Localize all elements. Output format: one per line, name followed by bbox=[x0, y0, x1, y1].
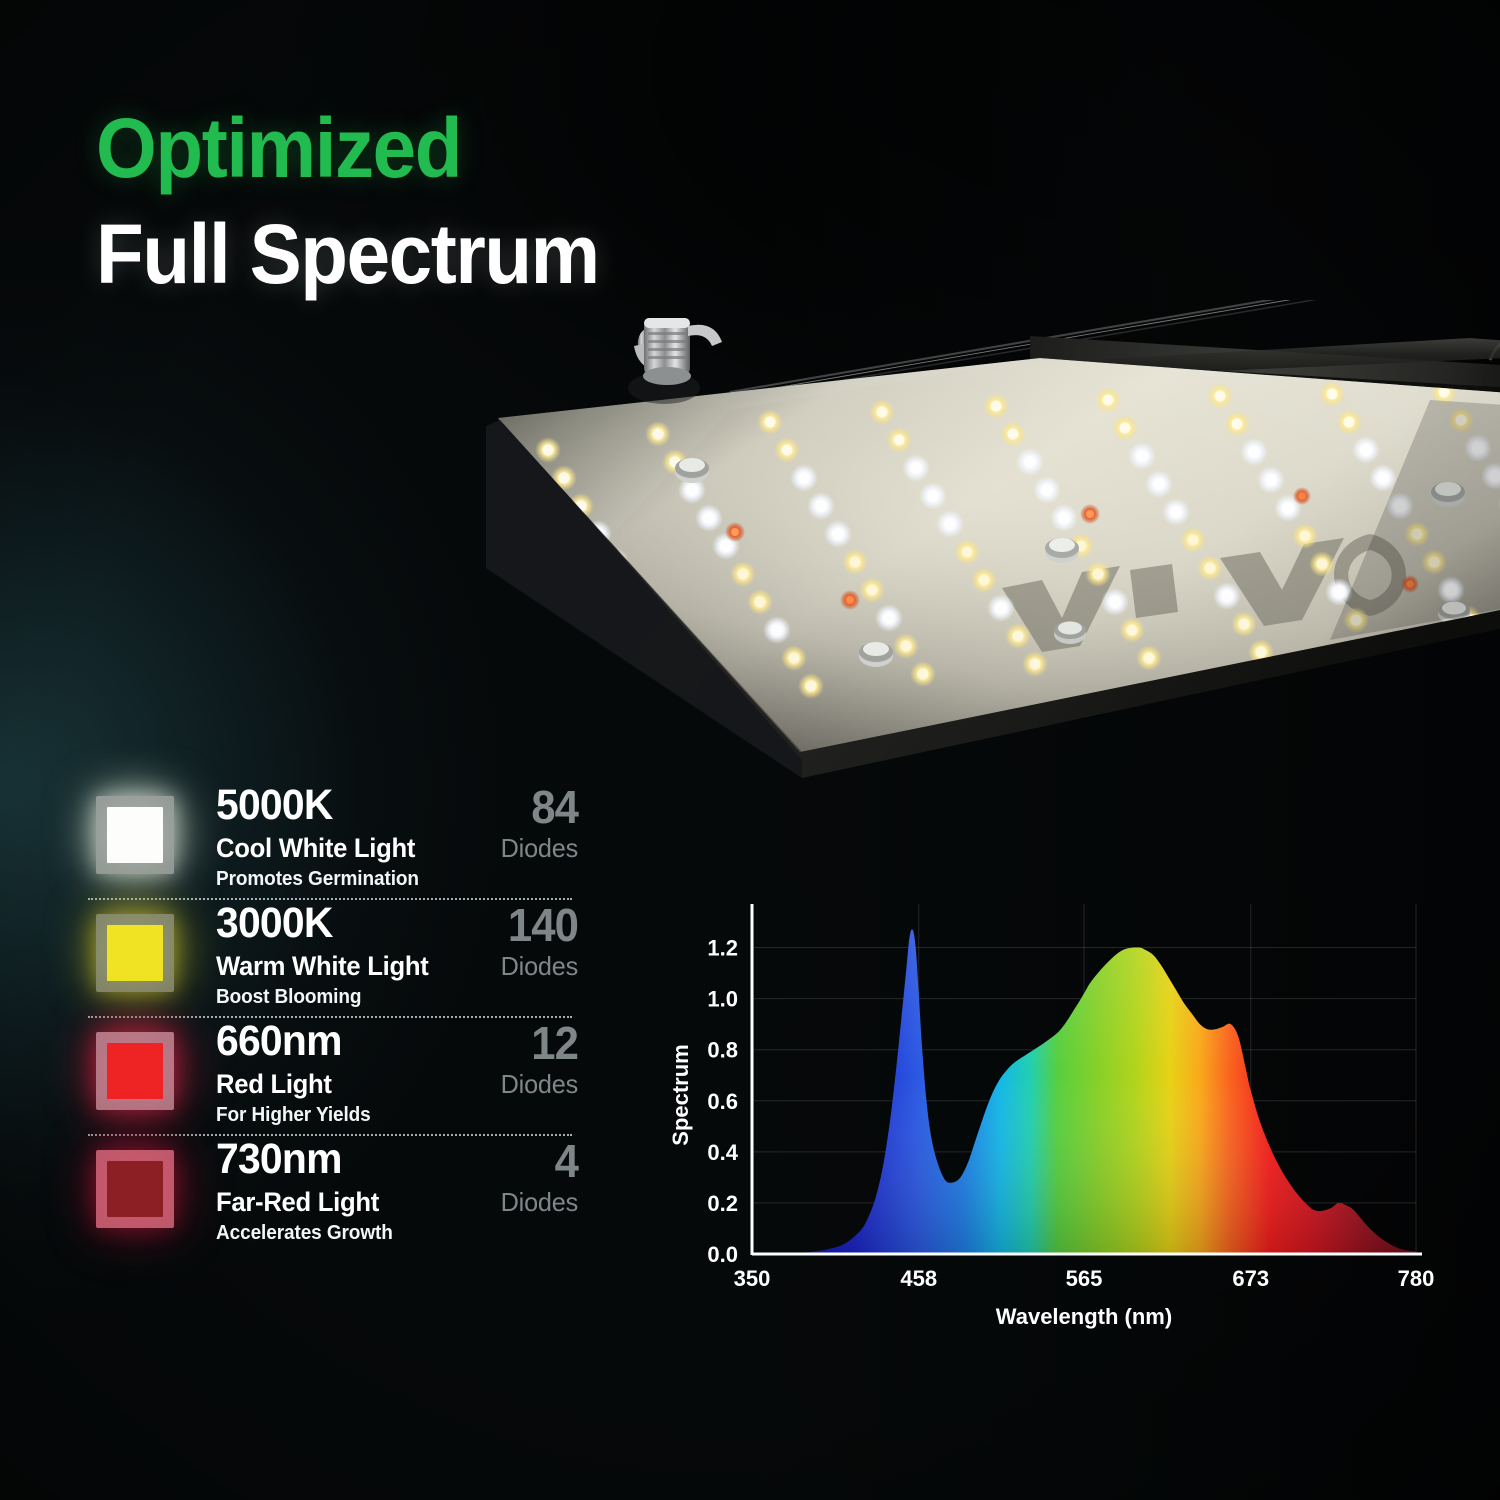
x-tick-label: 565 bbox=[1066, 1266, 1103, 1291]
y-tick-label: 1.2 bbox=[707, 936, 738, 961]
diode-count: 140 bbox=[507, 899, 579, 951]
legend-benefit: Accelerates Growth bbox=[216, 1221, 393, 1244]
spectrum-chart: 0.0 0.2 0.4 0.6 0.8 1.0 1.2 350 458 565 673 780 Wav… bbox=[660, 880, 1460, 1360]
chart-xlabel: Wavelength (nm) bbox=[996, 1304, 1172, 1329]
panel-heat-rails bbox=[1090, 338, 1500, 376]
legend-count-3000k: 140 Diodes bbox=[460, 900, 580, 982]
x-tick-label: 780 bbox=[1398, 1266, 1435, 1291]
legend-spec: 730nm bbox=[216, 1135, 342, 1183]
legend-count-730nm: 4 Diodes bbox=[460, 1136, 580, 1218]
diode-count: 84 bbox=[531, 781, 579, 833]
red-swatch-icon bbox=[96, 1032, 174, 1110]
legend-row-5000k: 5000K Cool White Light Promotes Germinat… bbox=[74, 774, 580, 902]
legend-divider-1 bbox=[88, 898, 572, 900]
headline-line-2: Full Spectrum bbox=[96, 206, 600, 301]
legend-text-3000k: 3000K Warm White Light Boost Blooming bbox=[196, 900, 460, 1009]
legend-row-3000k: 3000K Warm White Light Boost Blooming 14… bbox=[74, 892, 580, 1020]
center-hanging-hook bbox=[628, 318, 722, 404]
diode-count: 12 bbox=[531, 1017, 579, 1069]
y-tick-label: 0.8 bbox=[707, 1038, 738, 1063]
chart-spectrum-area bbox=[752, 929, 1416, 1255]
grow-light-panel-image bbox=[430, 300, 1500, 860]
panel-screws bbox=[675, 458, 1470, 667]
swatch-660nm-wrap bbox=[74, 1010, 206, 1138]
x-tick-label: 673 bbox=[1232, 1266, 1269, 1291]
legend-row-730nm: 730nm Far-Red Light Accelerates Growth 4… bbox=[74, 1128, 580, 1256]
panel-diode-face bbox=[498, 358, 1500, 752]
x-tick-label: 350 bbox=[734, 1266, 771, 1291]
cool-white-swatch-icon bbox=[96, 796, 174, 874]
swatch-3000k-wrap bbox=[74, 892, 206, 1020]
legend-name: Cool White Light bbox=[216, 833, 416, 863]
diode-unit: Diodes bbox=[500, 833, 579, 863]
legend-text-660nm: 660nm Red Light For Higher Yields bbox=[196, 1018, 460, 1127]
chart-axes bbox=[750, 904, 1422, 1256]
y-tick-label: 0.0 bbox=[707, 1242, 738, 1267]
headline-block: Optimized Full Spectrum bbox=[96, 96, 856, 308]
headline-line-1: Optimized bbox=[96, 101, 462, 195]
legend-text-5000k: 5000K Cool White Light Promotes Germinat… bbox=[196, 782, 460, 891]
y-tick-label: 1.0 bbox=[707, 987, 738, 1012]
legend-spec: 660nm bbox=[216, 1017, 342, 1065]
spectrum-legend: 5000K Cool White Light Promotes Germinat… bbox=[74, 774, 580, 1256]
legend-name: Far-Red Light bbox=[216, 1187, 380, 1217]
legend-count-5000k: 84 Diodes bbox=[460, 782, 580, 864]
diode-count: 4 bbox=[554, 1135, 579, 1187]
legend-row-660nm: 660nm Red Light For Higher Yields 12 Dio… bbox=[74, 1010, 580, 1138]
warm-white-swatch-icon bbox=[96, 914, 174, 992]
legend-divider-3 bbox=[88, 1134, 572, 1136]
legend-text-730nm: 730nm Far-Red Light Accelerates Growth bbox=[196, 1136, 460, 1245]
legend-name: Warm White Light bbox=[216, 951, 429, 981]
legend-benefit: For Higher Yields bbox=[216, 1103, 371, 1126]
swatch-5000k-wrap bbox=[74, 774, 206, 902]
far-red-swatch-icon bbox=[96, 1150, 174, 1228]
x-tick-label: 458 bbox=[900, 1266, 937, 1291]
red-diode-cluster bbox=[725, 487, 1419, 610]
legend-name: Red Light bbox=[216, 1069, 332, 1099]
y-tick-label: 0.6 bbox=[707, 1089, 738, 1114]
y-tick-label: 0.4 bbox=[707, 1140, 738, 1165]
legend-benefit: Promotes Germination bbox=[216, 867, 419, 890]
diode-unit: Diodes bbox=[500, 1069, 579, 1099]
legend-benefit: Boost Blooming bbox=[216, 985, 362, 1008]
diode-unit: Diodes bbox=[500, 951, 579, 981]
panel-left-shadow bbox=[486, 420, 802, 778]
legend-count-660nm: 12 Diodes bbox=[460, 1018, 580, 1100]
chart-tick-labels: 0.0 0.2 0.4 0.6 0.8 1.0 1.2 350 458 565 673 780 bbox=[707, 936, 1434, 1291]
swatch-730nm-wrap bbox=[74, 1128, 206, 1256]
legend-spec: 3000K bbox=[216, 899, 333, 947]
legend-spec: 5000K bbox=[216, 781, 333, 829]
chart-ylabel: Spectrum bbox=[668, 1044, 693, 1145]
y-tick-label: 0.2 bbox=[707, 1191, 738, 1216]
legend-divider-2 bbox=[88, 1016, 572, 1018]
diode-unit: Diodes bbox=[500, 1187, 579, 1217]
